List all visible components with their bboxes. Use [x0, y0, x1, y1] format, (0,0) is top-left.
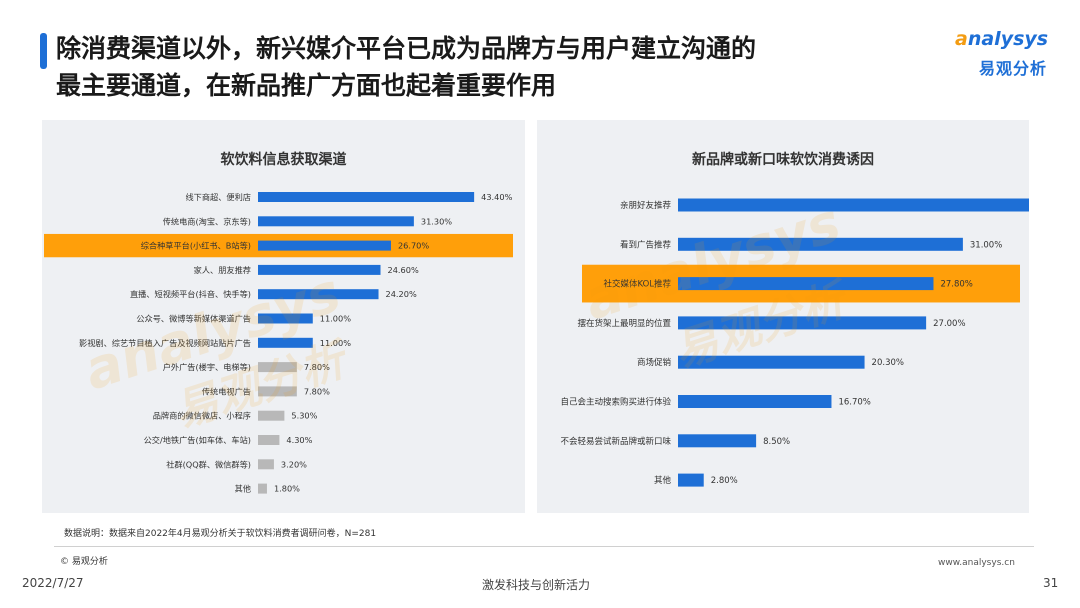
slogan: 激发科技与创新活力 — [482, 578, 591, 592]
value-label: 8.50% — [763, 437, 790, 447]
value-label: 16.70% — [838, 398, 870, 408]
category-label: 影视剧、综艺节目植入广告及视频网站贴片广告 — [79, 338, 251, 348]
category-label: 品牌商的微信微店、小程序 — [153, 411, 251, 421]
bar — [258, 216, 414, 227]
category-label: 商场促销 — [637, 357, 672, 368]
value-label: 24.20% — [386, 289, 417, 299]
report-date: 2022/7/27 — [22, 576, 84, 590]
page-title-line1: 除消费渠道以外，新兴媒介平台已成为品牌方与用户建立沟通的 — [56, 34, 757, 63]
category-label: 其他 — [654, 475, 672, 486]
value-label: 11.00% — [320, 314, 351, 324]
bar — [258, 240, 391, 251]
bar — [678, 434, 757, 448]
logo-a-swoosh-icon: a — [955, 28, 968, 50]
value-label: 1.80% — [274, 484, 300, 494]
category-label: 直播、短视频平台(抖音、快手等) — [130, 289, 251, 299]
value-label: 27.80% — [940, 280, 972, 290]
category-label: 家人、朋友推荐 — [194, 265, 251, 275]
bar — [258, 362, 297, 373]
value-label: 5.30% — [291, 411, 317, 421]
chart-panel-right: 新品牌或新口味软饮消费诱因亲朋好友推荐44.50%看到广告推荐31.00%社交媒… — [537, 120, 1029, 513]
value-label: 24.60% — [388, 265, 419, 275]
logo-text-en: analysys — [955, 28, 1049, 50]
category-label: 综合种草平台(小红书、B站等) — [141, 241, 251, 251]
category-label: 户外广告(楼宇、电梯等) — [163, 362, 251, 372]
value-label: 26.70% — [398, 241, 429, 251]
bar — [258, 410, 285, 421]
bar — [678, 316, 927, 330]
title-accent-bar — [40, 33, 47, 69]
bar — [258, 289, 379, 300]
analysys-logo: analysys 易观分析 — [955, 28, 1065, 80]
category-label: 公交/地铁广告(如车体、车站) — [144, 435, 251, 445]
category-label: 其他 — [235, 484, 251, 494]
bar — [258, 192, 475, 202]
category-label: 传统电商(淘宝、京东等) — [163, 216, 251, 226]
bar — [678, 395, 832, 408]
category-label: 公众号、微博等新媒体渠道广告 — [136, 314, 251, 324]
copyright: © 易观分析 — [60, 557, 108, 567]
chart-triggers: 新品牌或新口味软饮消费诱因亲朋好友推荐44.50%看到广告推荐31.00%社交媒… — [560, 151, 1029, 487]
bar — [258, 313, 313, 324]
value-label: 7.80% — [304, 362, 330, 372]
bar — [258, 483, 267, 494]
value-label: 20.30% — [872, 358, 904, 368]
category-label: 不会轻易尝试新品牌或新口味 — [560, 436, 671, 447]
bar — [678, 355, 865, 369]
chart-title: 新品牌或新口味软饮消费诱因 — [692, 151, 874, 168]
value-label: 11.00% — [320, 338, 351, 348]
bar — [678, 237, 963, 251]
value-label: 27.00% — [933, 319, 965, 329]
bar — [678, 473, 704, 487]
category-label: 自己会主动搜索购买进行体验 — [560, 397, 671, 408]
bar — [258, 337, 313, 348]
value-label: 31.30% — [421, 216, 452, 226]
category-label: 社交媒体KOL推荐 — [603, 279, 671, 290]
bar — [258, 386, 297, 397]
data-note: 数据说明：数据来自2022年4月易观分析关于软饮料消费者调研问卷，N=281 — [64, 529, 377, 539]
category-label: 传统电视广告 — [202, 386, 251, 396]
page-number: 31 — [1043, 576, 1059, 590]
footer-divider — [54, 546, 1034, 547]
category-label: 亲朋好友推荐 — [620, 200, 672, 211]
bar — [258, 459, 274, 470]
chart-panel-left: 软饮料信息获取渠道线下商超、便利店 43.40% 传统电商(淘宝、京东等) 31.30… — [42, 120, 525, 513]
category-label: 线下商超、便利店 — [185, 192, 251, 202]
value-label: 7.80% — [304, 386, 330, 396]
value-label: 2.80% — [711, 476, 738, 486]
bar — [258, 435, 280, 445]
website-link[interactable]: www.analysys.cn — [938, 558, 1015, 568]
bar — [678, 198, 1029, 212]
value-label: 43.40% — [481, 192, 512, 202]
logo-text-cn: 易观分析 — [979, 59, 1048, 78]
value-label: 31.00% — [970, 240, 1002, 250]
category-label: 社群(QQ群、微信群等) — [166, 459, 251, 469]
chart-title: 软饮料信息获取渠道 — [221, 151, 347, 168]
page-title: 除消费渠道以外，新兴媒介平台已成为品牌方与用户建立沟通的 最主要通道，在新品推广… — [56, 30, 936, 104]
value-label: 4.30% — [286, 435, 312, 445]
value-label: 3.20% — [281, 459, 307, 469]
category-label: 摆在货架上最明显的位置 — [577, 318, 671, 329]
page-title-line2: 最主要通道，在新品推广方面也起着重要作用 — [56, 71, 557, 100]
category-label: 看到广告推荐 — [620, 239, 672, 250]
bar — [678, 277, 934, 291]
bar — [258, 264, 381, 275]
